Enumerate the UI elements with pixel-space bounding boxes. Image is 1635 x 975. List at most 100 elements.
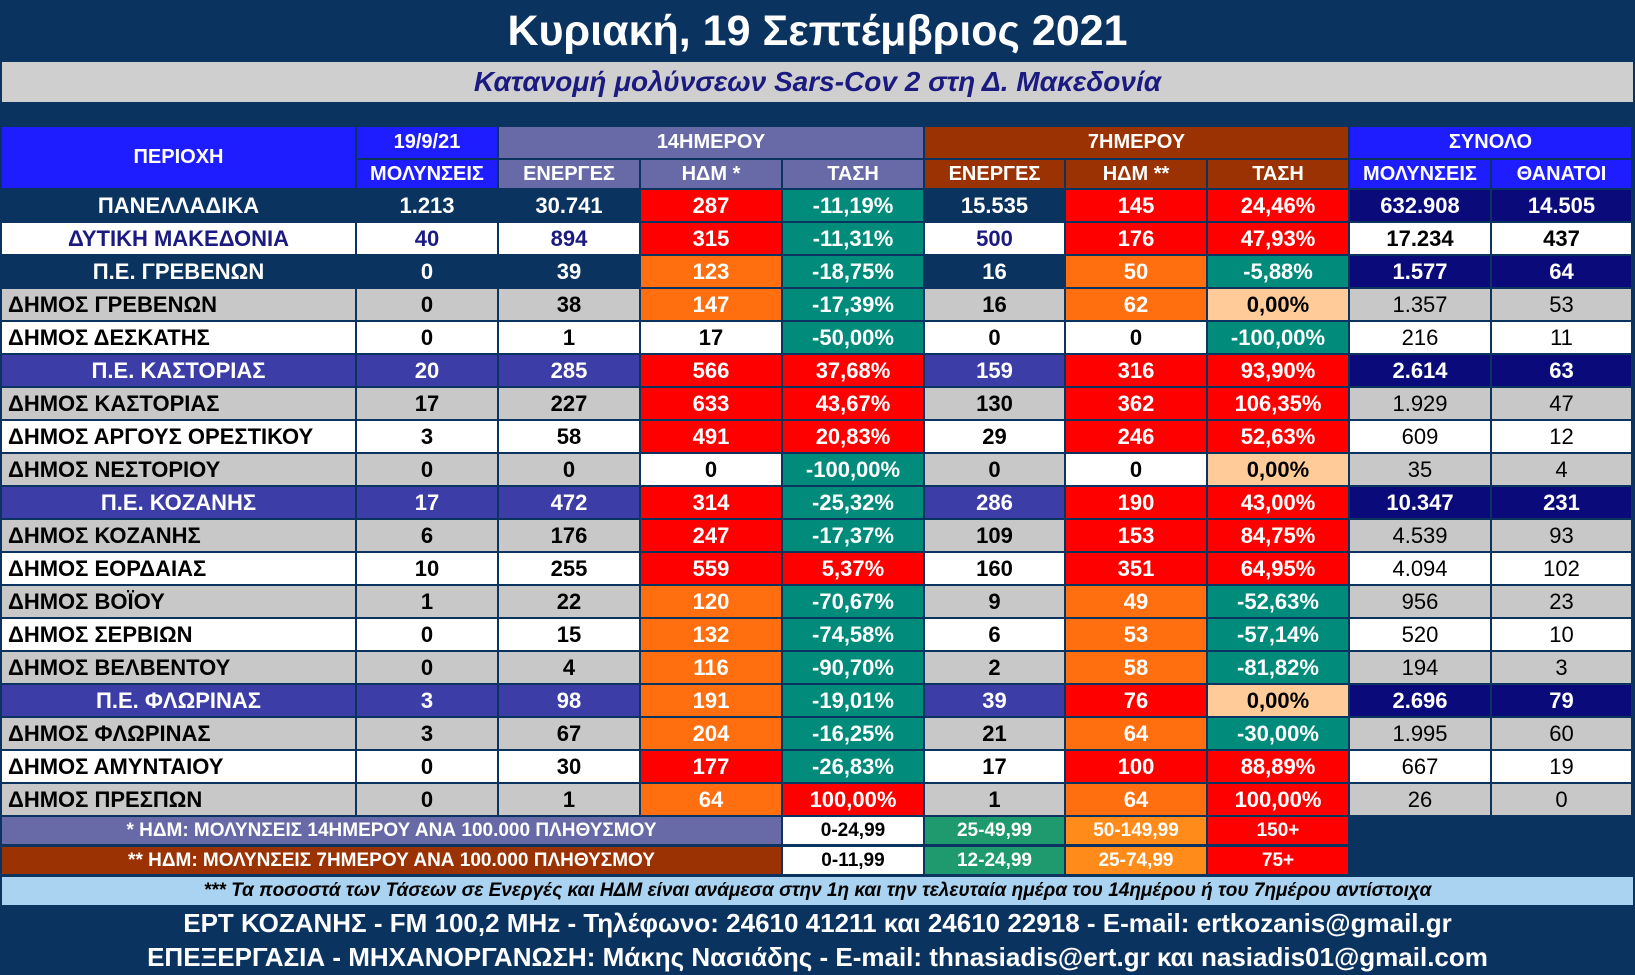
- row-value: -17,37%: [783, 520, 923, 551]
- row-value: 0: [357, 322, 497, 353]
- row-value: 100,00%: [1208, 784, 1348, 815]
- column-header: ΕΝΕΡΓΕΣ: [925, 160, 1064, 188]
- header-region: ΠΕΡΙΟΧΗ: [2, 127, 355, 188]
- row-value: 116: [641, 652, 781, 683]
- row-value: 472: [499, 487, 639, 518]
- page-subtitle: Κατανομή μολύνσεων Sars-Cov 2 στη Δ. Μακ…: [2, 62, 1633, 102]
- row-value: 88,89%: [1208, 751, 1348, 782]
- row-value: 23: [1492, 586, 1631, 617]
- row-value: 227: [499, 388, 639, 419]
- column-header: ΤΑΣΗ: [783, 160, 923, 188]
- row-value: -5,88%: [1208, 256, 1348, 287]
- row-value: -25,32%: [783, 487, 923, 518]
- row-value: 47,93%: [1208, 223, 1348, 254]
- row-value: 204: [641, 718, 781, 749]
- column-header: ΜΟΛΥΝΣΕΙΣ: [357, 160, 497, 188]
- row-value: 559: [641, 553, 781, 584]
- row-value: 315: [641, 223, 781, 254]
- row-name: Π.Ε. ΓΡΕΒΕΝΩΝ: [2, 256, 355, 287]
- row-value: 191: [641, 685, 781, 716]
- row-value: 1: [357, 586, 497, 617]
- legend-range: 0-24,99: [783, 817, 923, 844]
- row-value: 314: [641, 487, 781, 518]
- row-value: 1.929: [1350, 388, 1490, 419]
- row-value: 79: [1492, 685, 1631, 716]
- row-value: 14.505: [1492, 190, 1631, 221]
- legend-range: 25-74,99: [1066, 847, 1206, 874]
- row-value: 40: [357, 223, 497, 254]
- row-value: 4: [499, 652, 639, 683]
- row-value: 0: [357, 256, 497, 287]
- legend-range: 25-49,99: [925, 817, 1064, 844]
- row-value: 0: [1066, 322, 1206, 353]
- row-value: 1.577: [1350, 256, 1490, 287]
- row-name: ΔΗΜΟΣ ΝΕΣΤΟΡΙΟΥ: [2, 454, 355, 485]
- row-value: 84,75%: [1208, 520, 1348, 551]
- row-value: 60: [1492, 718, 1631, 749]
- row-value: 609: [1350, 421, 1490, 452]
- row-value: 176: [1066, 223, 1206, 254]
- row-value: 566: [641, 355, 781, 386]
- row-value: 93: [1492, 520, 1631, 551]
- row-value: 106,35%: [1208, 388, 1348, 419]
- row-value: 1: [499, 784, 639, 815]
- column-header: ΕΝΕΡΓΕΣ: [499, 160, 639, 188]
- row-name: Π.Ε. ΚΑΣΤΟΡΙΑΣ: [2, 355, 355, 386]
- legend-range: 150+: [1208, 817, 1348, 844]
- row-value: 6: [925, 619, 1064, 650]
- row-value: 956: [1350, 586, 1490, 617]
- row-value: 2.696: [1350, 685, 1490, 716]
- row-value: 21: [925, 718, 1064, 749]
- row-value: 2.614: [1350, 355, 1490, 386]
- row-value: 53: [1066, 619, 1206, 650]
- row-value: 63: [1492, 355, 1631, 386]
- row-value: 67: [499, 718, 639, 749]
- row-value: 362: [1066, 388, 1206, 419]
- row-name: ΔΗΜΟΣ ΠΡΕΣΠΩΝ: [2, 784, 355, 815]
- footer-credits: ΕΠΕΞΕΡΓΑΣΙΑ - ΜΗΧΑΝΟΡΓΑΝΩΣΗ: Μάκης Νασιά…: [147, 942, 1488, 972]
- row-value: -100,00%: [783, 454, 923, 485]
- trend-note: *** Τα ποσοστά των Τάσεων σε Ενεργές και…: [2, 877, 1633, 905]
- row-value: 76: [1066, 685, 1206, 716]
- row-value: 0: [925, 322, 1064, 353]
- row-value: 49: [1066, 586, 1206, 617]
- row-value: 10.347: [1350, 487, 1490, 518]
- row-value: -52,63%: [1208, 586, 1348, 617]
- row-name: Π.Ε. ΚΟΖΑΝΗΣ: [2, 487, 355, 518]
- row-value: 1.213: [357, 190, 497, 221]
- row-name: ΔΗΜΟΣ ΒΟΪΟΥ: [2, 586, 355, 617]
- row-name: Π.Ε. ΦΛΩΡΙΝΑΣ: [2, 685, 355, 716]
- row-value: 0: [1066, 454, 1206, 485]
- column-header: ΗΔΜ **: [1066, 160, 1206, 188]
- row-value: 93,90%: [1208, 355, 1348, 386]
- legend-range: 12-24,99: [925, 847, 1064, 874]
- page-title: Κυριακή, 19 Σεπτέμβριος 2021: [507, 7, 1128, 55]
- row-name: ΔΗΜΟΣ ΑΜΥΝΤΑΙΟΥ: [2, 751, 355, 782]
- row-name: ΔΗΜΟΣ ΕΟΡΔΑΙΑΣ: [2, 553, 355, 584]
- row-value: 17: [641, 322, 781, 353]
- row-value: 246: [1066, 421, 1206, 452]
- row-value: 633: [641, 388, 781, 419]
- legend-range: 75+: [1208, 847, 1348, 874]
- row-value: 39: [499, 256, 639, 287]
- row-value: 24,46%: [1208, 190, 1348, 221]
- row-name: ΔΗΜΟΣ ΚΟΖΑΝΗΣ: [2, 520, 355, 551]
- row-value: 30.741: [499, 190, 639, 221]
- header-date: 19/9/21: [357, 127, 497, 158]
- row-value: 147: [641, 289, 781, 320]
- row-name: ΔΗΜΟΣ ΦΛΩΡΙΝΑΣ: [2, 718, 355, 749]
- row-value: 0: [499, 454, 639, 485]
- row-value: 100: [1066, 751, 1206, 782]
- row-value: 0: [357, 652, 497, 683]
- row-value: 16: [925, 256, 1064, 287]
- row-value: 1.995: [1350, 718, 1490, 749]
- row-value: 316: [1066, 355, 1206, 386]
- row-value: 17: [357, 388, 497, 419]
- row-value: -26,83%: [783, 751, 923, 782]
- row-value: 132: [641, 619, 781, 650]
- row-value: 255: [499, 553, 639, 584]
- row-value: 120: [641, 586, 781, 617]
- row-value: 64: [1066, 784, 1206, 815]
- row-value: 20,83%: [783, 421, 923, 452]
- row-name: ΔΗΜΟΣ ΒΕΛΒΕΝΤΟΥ: [2, 652, 355, 683]
